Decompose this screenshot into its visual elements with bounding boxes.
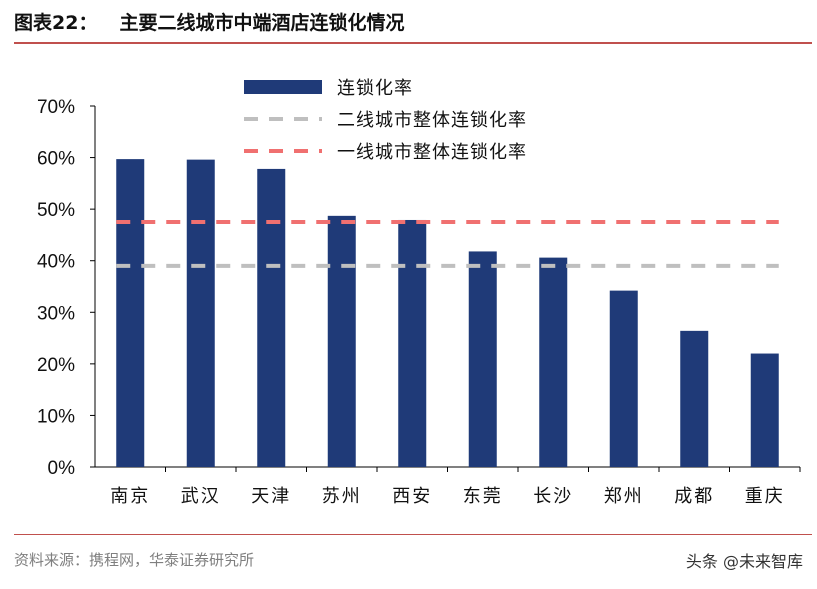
y-tick-label: 40% [37, 252, 75, 273]
legend-label: 二线城市整体连锁化率 [337, 110, 527, 131]
x-tick-label: 苏州 [322, 486, 362, 507]
bar [468, 251, 497, 467]
y-tick-label: 60% [37, 149, 75, 170]
bar [680, 330, 709, 467]
bar [398, 219, 427, 467]
y-tick-label: 30% [37, 303, 75, 324]
x-tick-label: 东莞 [463, 486, 503, 507]
y-tick-label: 50% [37, 200, 75, 221]
bar [609, 290, 638, 467]
bar-chart: 0% 10% 20% 30% 40% 50% 60% 70% 南京 武汉 天津 苏州 西安 东莞 长沙 郑州 成… [37, 78, 801, 507]
bar [327, 215, 356, 467]
x-tick-label: 长沙 [533, 486, 573, 507]
top-divider [14, 42, 812, 44]
watermark: 头条 @未来智库 [685, 552, 803, 571]
bar [750, 353, 779, 467]
y-tick-label: 0% [48, 458, 76, 479]
x-tick-label: 西安 [392, 486, 432, 507]
bar [539, 257, 568, 467]
source-note: 资料来源：携程网，华泰证券研究所 [14, 551, 255, 569]
chart-title: 图表22： 主要二线城市中端酒店连锁化情况 [14, 8, 404, 35]
x-tick-label: 南京 [110, 486, 150, 507]
x-tick-label: 天津 [251, 486, 291, 507]
bar [186, 159, 215, 467]
y-tick-label: 70% [37, 97, 75, 118]
x-tick-label: 重庆 [745, 486, 785, 507]
y-tick-label: 20% [37, 355, 75, 376]
bar [116, 159, 145, 467]
bottom-divider [14, 534, 812, 535]
figure-label: 图表22： [14, 12, 98, 34]
x-tick-label: 成都 [674, 486, 714, 507]
x-tick-label: 郑州 [604, 486, 644, 507]
legend-label: 一线城市整体连锁化率 [337, 142, 527, 163]
bar [257, 168, 286, 467]
figure-title: 主要二线城市中端酒店连锁化情况 [119, 12, 405, 34]
legend-label: 连锁化率 [337, 78, 413, 99]
legend-swatch [244, 80, 322, 94]
y-tick-label: 10% [37, 406, 75, 427]
x-tick-label: 武汉 [181, 486, 221, 507]
